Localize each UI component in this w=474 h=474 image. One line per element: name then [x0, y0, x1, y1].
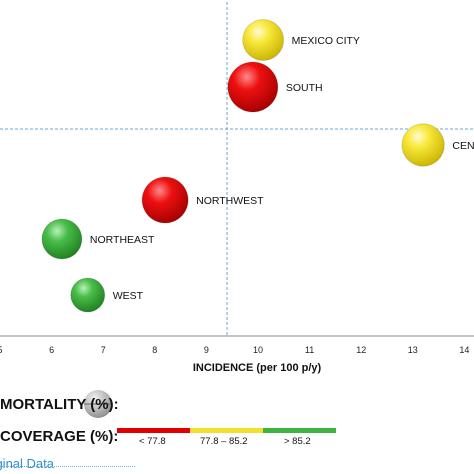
- mortality-legend-title: MORTALITY (%):: [0, 396, 119, 413]
- x-tick-labels: 5 6 7 8 9 10 11 12 13 14: [0, 345, 469, 355]
- x-tick-label: 10: [253, 345, 263, 355]
- bubble-northeast: [41, 218, 83, 260]
- bubble-label: WEST: [113, 290, 144, 302]
- coverage-legend-title: COVERAGE (%):: [0, 428, 119, 445]
- x-tick-label: 9: [204, 345, 209, 355]
- original-data-link[interactable]: Original Data: [0, 456, 54, 471]
- coverage-bar-high: [263, 428, 336, 433]
- x-tick-label: 13: [408, 345, 418, 355]
- bubble-label: NORTHWEST: [196, 195, 264, 207]
- footer-dotted-rule: [0, 466, 135, 467]
- x-tick-label: 8: [152, 345, 157, 355]
- coverage-label-mid: 77.8 – 85.2: [200, 436, 248, 447]
- x-axis-title: INCIDENCE (per 100 p/y): [193, 362, 322, 374]
- bubble-northwest: [141, 176, 189, 224]
- x-tick-label: 7: [101, 345, 106, 355]
- bubble-mexico-city: [242, 19, 285, 61]
- x-tick-label: 14: [459, 345, 469, 355]
- bubble-label: NORTHEAST: [90, 234, 155, 246]
- bubbles-layer: MEXICO CITY SOUTH CENTRAL NORTHWEST NORTHEAS…: [41, 19, 474, 313]
- x-tick-label: 11: [305, 345, 314, 355]
- x-tick-label: 6: [49, 345, 54, 355]
- bubble-label: MEXICO CITY: [292, 35, 360, 47]
- x-tick-label: 12: [356, 345, 366, 355]
- bubble-central: [401, 123, 445, 167]
- bubble-west: [70, 277, 106, 313]
- coverage-label-low: < 77.8: [139, 436, 166, 447]
- coverage-bar-low: [117, 428, 190, 433]
- bubble-south: [227, 61, 279, 113]
- x-tick-label: 5: [0, 345, 3, 355]
- coverage-label-high: > 85.2: [284, 436, 311, 447]
- coverage-bar-mid: [190, 428, 263, 433]
- bubble-label: CENTRAL: [452, 140, 474, 152]
- bubble-label: SOUTH: [286, 82, 323, 94]
